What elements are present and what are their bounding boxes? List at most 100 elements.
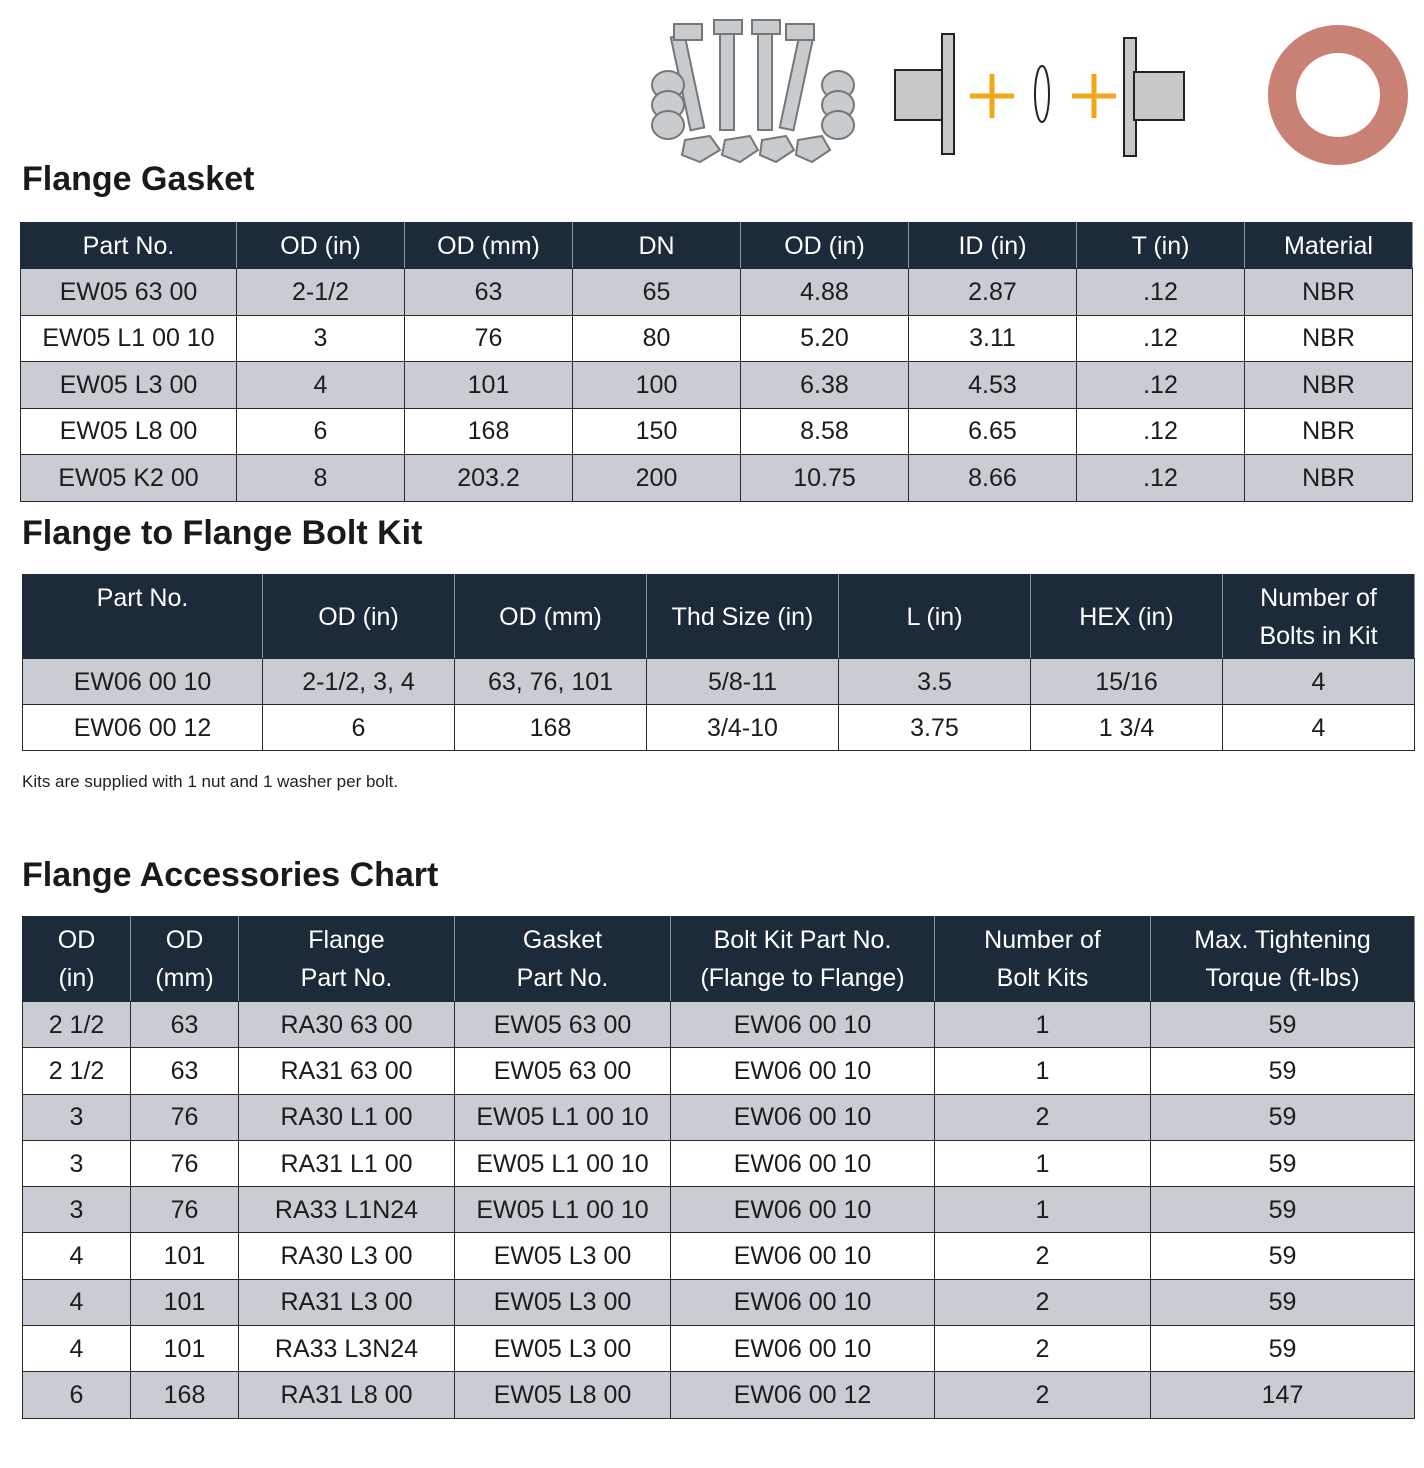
table-row: 3 76 RA31 L1 00 EW05 L1 00 10 EW06 00 10 1 59 — [22, 1139, 1415, 1188]
table-cell: 1 — [934, 1186, 1151, 1234]
table-row: EW05 K2 00 8 203.2 200 10.75 8.66.12 NBR — [20, 454, 1413, 502]
table-row: EW05 L8 00 6 168 150 8.58 6.65.12 NBR — [20, 407, 1413, 455]
table-cell: 63 — [130, 1000, 239, 1049]
table-row: EW06 00 10 2-1/2, 3, 4 63, 76, 101 5/8-11 3.… — [22, 658, 1415, 705]
table-cell: RA33 L3N24 — [238, 1325, 455, 1373]
table-cell: EW06 00 10 — [670, 1093, 935, 1141]
table-cell: 203.2 — [404, 454, 573, 502]
table-cell: EW06 00 10 — [670, 1186, 935, 1234]
table-cell: 5.20 — [740, 314, 909, 362]
table-cell: EW05 L1 00 10 — [454, 1093, 671, 1141]
header-row: Part No. OD (in) OD (mm) Thd Size (in) L (in… — [22, 574, 1415, 659]
table-cell: 4 — [22, 1278, 131, 1327]
data-table: Part No. OD (in) OD (mm) Thd Size (in) L (in… — [22, 574, 1415, 751]
table-cell: EW06 00 10 — [670, 1047, 935, 1095]
table-cell: 59 — [1150, 1000, 1415, 1049]
table-cell: 8.66 — [908, 454, 1077, 502]
table-cell: 59 — [1150, 1232, 1415, 1280]
table-cell: 76 — [130, 1093, 239, 1141]
table-cell: 59 — [1150, 1093, 1415, 1141]
table-cell: EW05 L8 00 — [454, 1371, 671, 1419]
table-cell: 59 — [1150, 1139, 1415, 1188]
header-cell: HEX (in) — [1030, 574, 1223, 659]
table-cell: 101 — [130, 1232, 239, 1280]
header-cell: OD (mm) — [130, 916, 239, 1002]
table-cell: NBR — [1244, 454, 1413, 502]
table-cell: EW05 L1 00 10 — [20, 314, 237, 362]
section-title: Flange to Flange Bolt Kit — [22, 514, 423, 552]
header-cell: Part No. — [20, 222, 237, 269]
header-row: Part No. OD (in) OD (mm) DN OD (in) ID (in) T … — [20, 222, 1413, 269]
table-cell: 76 — [404, 314, 573, 362]
table-cell: 2 — [934, 1093, 1151, 1141]
table-cell: 1 3/4 — [1030, 704, 1223, 751]
table-cell: EW05 K2 00 — [20, 454, 237, 502]
table-cell: 100 — [572, 361, 741, 409]
header-cell: DN — [572, 222, 741, 269]
section-title: Flange Accessories Chart — [22, 856, 439, 894]
table-cell: EW05 L3 00 — [20, 361, 237, 409]
table-cell: EW06 00 10 — [22, 658, 263, 705]
table-cell: 59 — [1150, 1186, 1415, 1234]
header-cell: Gasket Part No. — [454, 916, 671, 1002]
table-row: EW05 L3 00 4 101 100 6.38 4.53.12 NBR — [20, 361, 1413, 409]
table-cell: 150 — [572, 407, 741, 455]
table-cell: 3.11 — [908, 314, 1077, 362]
table-cell: EW06 00 10 — [670, 1325, 935, 1373]
table-row: 2 1/2 63 RA30 63 00 EW05 63 00 EW06 00 10 1 59 — [22, 1000, 1415, 1049]
table-cell: 4 — [1222, 704, 1415, 751]
table-cell: RA31 L1 00 — [238, 1139, 455, 1188]
table-cell: 2-1/2, 3, 4 — [262, 658, 455, 705]
table-row: 6 168 RA31 L8 00 EW05 L8 00 EW06 00 12 2 147 — [22, 1371, 1415, 1419]
table-cell: 15/16 — [1030, 658, 1223, 705]
header-cell: T (in) — [1076, 222, 1245, 269]
table-cell: 6 — [262, 704, 455, 751]
header-cell: Part No. — [22, 574, 263, 659]
table-cell: EW05 63 00 — [454, 1047, 671, 1095]
table-cell: 101 — [404, 361, 573, 409]
header-cell: OD (in) — [740, 222, 909, 269]
table-cell: 3.5 — [838, 658, 1031, 705]
table-cell: 101 — [130, 1325, 239, 1373]
table-row: 4 101 RA30 L3 00 EW05 L3 00 EW06 00 10 2 59 — [22, 1232, 1415, 1280]
header-cell: OD (in) — [236, 222, 405, 269]
table-cell: EW06 00 10 — [670, 1278, 935, 1327]
table-cell: 59 — [1150, 1047, 1415, 1095]
table-cell: 4.88 — [740, 268, 909, 316]
table-cell: EW06 00 12 — [670, 1371, 935, 1419]
table-cell: EW06 00 12 — [22, 704, 263, 751]
note: Kits are supplied with 1 nut and 1 washe… — [22, 772, 399, 791]
table-cell: EW05 L1 00 10 — [454, 1139, 671, 1188]
table-cell: .12 — [1076, 454, 1245, 502]
header-cell: Bolt Kit Part No. (Flange to Flange) — [670, 916, 935, 1002]
table-cell: 63 — [130, 1047, 239, 1095]
table-cell: 4 — [22, 1232, 131, 1280]
header-cell: ID (in) — [908, 222, 1077, 269]
table-cell: 1 — [934, 1047, 1151, 1095]
table-row: 3 76 RA33 L1N24 EW05 L1 00 10 EW06 00 10 1 59 — [22, 1186, 1415, 1234]
table-cell: RA31 L3 00 — [238, 1278, 455, 1327]
table-cell: 2 1/2 — [22, 1047, 131, 1095]
table-cell: 5/8-11 — [646, 658, 839, 705]
table-row: EW06 00 12 6 168 3/4-10 3.75 1 3/4 4 — [22, 704, 1415, 751]
table-cell: .12 — [1076, 361, 1245, 409]
table-cell: 1 — [934, 1139, 1151, 1188]
table-cell: RA33 L1N24 — [238, 1186, 455, 1234]
table-cell: 80 — [572, 314, 741, 362]
table-cell: 65 — [572, 268, 741, 316]
table-row: EW05 63 00 2-1/2 63 65 4.88 2.87.12 NBR — [20, 268, 1413, 316]
table-cell: 63 — [404, 268, 573, 316]
table-cell: .12 — [1076, 268, 1245, 316]
table-cell: EW05 L3 00 — [454, 1232, 671, 1280]
table-cell: 168 — [130, 1371, 239, 1419]
table-cell: 2.87 — [908, 268, 1077, 316]
table-cell: 76 — [130, 1186, 239, 1234]
table-cell: 3 — [22, 1186, 131, 1234]
table-cell: 168 — [404, 407, 573, 455]
table-cell: RA31 63 00 — [238, 1047, 455, 1095]
header-cell: Thd Size (in) — [646, 574, 839, 659]
table-cell: 6 — [236, 407, 405, 455]
table-cell: .12 — [1076, 407, 1245, 455]
table-cell: NBR — [1244, 407, 1413, 455]
